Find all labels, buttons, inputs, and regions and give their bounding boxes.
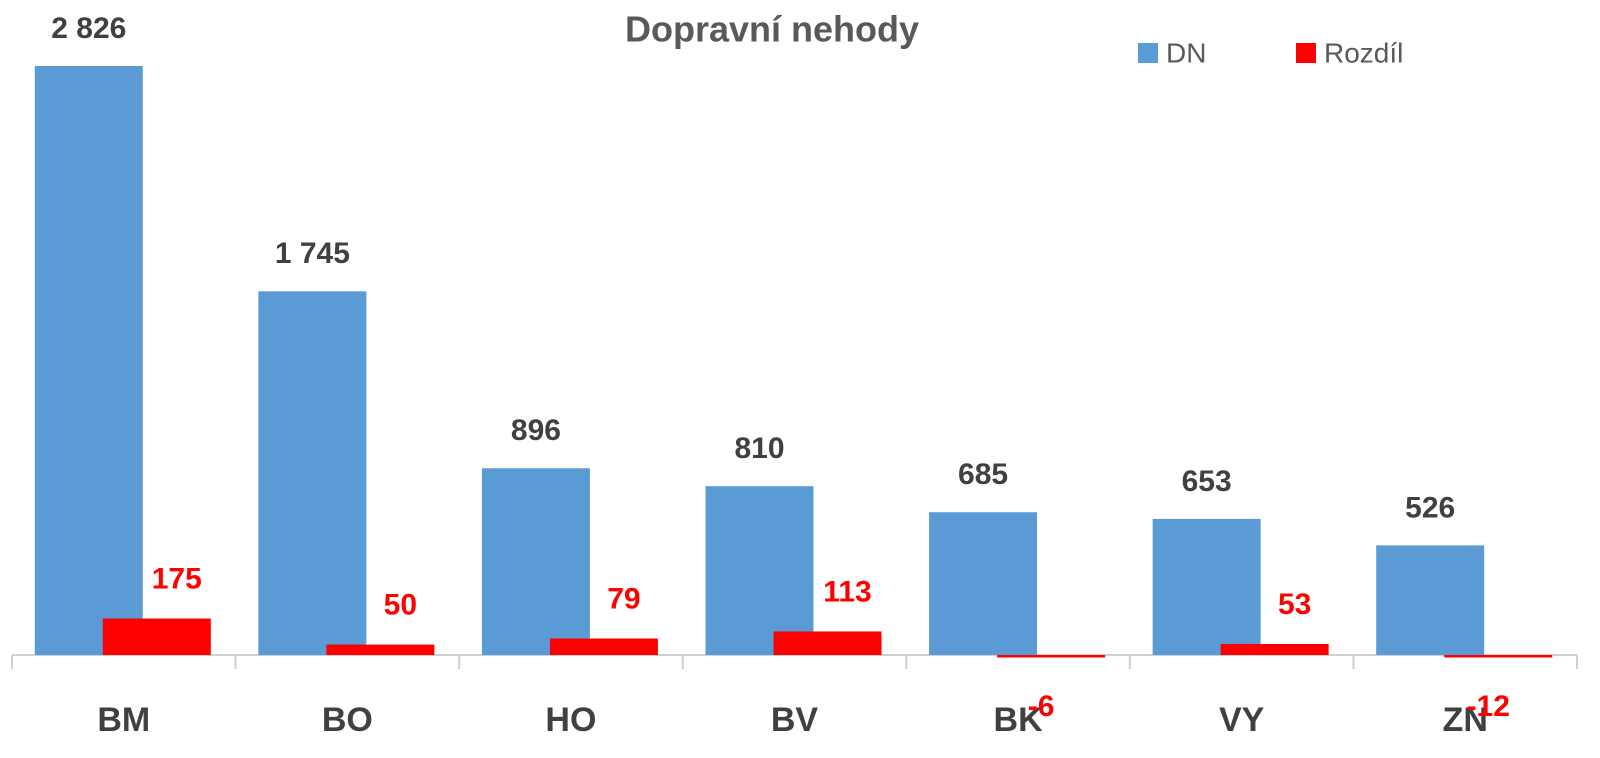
- bar: [481, 468, 590, 655]
- legend-label: Rozdíl: [1324, 37, 1403, 68]
- x-tick-label: BK: [994, 701, 1044, 739]
- x-tick-label: BV: [771, 701, 819, 739]
- data-label: 1 745: [275, 237, 350, 270]
- bar: [929, 512, 1038, 655]
- x-tick-label: BO: [322, 701, 373, 739]
- legend-label: DN: [1166, 37, 1206, 68]
- bar: [1220, 643, 1329, 655]
- bar: [326, 644, 435, 655]
- data-label: 53: [1278, 588, 1311, 621]
- x-tick-label: VY: [1219, 701, 1265, 739]
- bar: [549, 638, 658, 655]
- legend-swatch: [1296, 43, 1316, 63]
- bar: [1444, 655, 1553, 658]
- data-label: -6: [1028, 690, 1055, 723]
- legend-swatch: [1138, 43, 1158, 63]
- bar: [102, 618, 211, 655]
- bar: [34, 66, 143, 655]
- data-label: 2 826: [51, 12, 126, 45]
- data-label: 113: [823, 575, 871, 608]
- x-tick-label: BM: [97, 701, 150, 739]
- data-label: 79: [607, 582, 640, 615]
- data-label: 896: [511, 414, 561, 447]
- data-label: 653: [1182, 465, 1232, 498]
- bar: [1152, 518, 1261, 655]
- data-label: 810: [734, 432, 784, 465]
- chart-title: Dopravní nehody: [625, 9, 919, 50]
- bar: [773, 631, 882, 655]
- x-tick-label: HO: [545, 701, 596, 739]
- bar: [997, 655, 1106, 658]
- bar: [1376, 545, 1485, 655]
- data-label: 685: [958, 458, 1008, 491]
- bar: [258, 291, 367, 655]
- data-label: 50: [384, 589, 417, 622]
- data-label: 526: [1405, 491, 1455, 524]
- data-label: -12: [1467, 690, 1510, 723]
- bar: [705, 486, 814, 655]
- data-label: 175: [152, 562, 202, 595]
- x-tick-label: ZN: [1443, 701, 1488, 739]
